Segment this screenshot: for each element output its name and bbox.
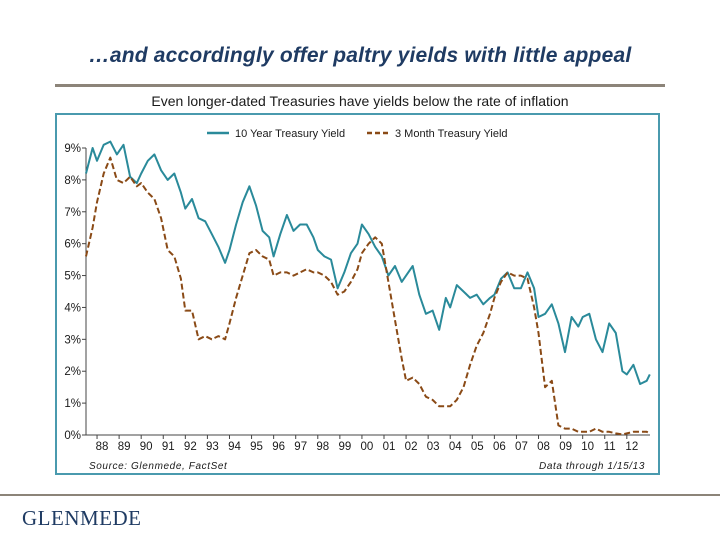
- title-divider: [55, 84, 665, 87]
- y-tick-label: 1%: [64, 398, 81, 410]
- series-line-3-month: [85, 156, 651, 436]
- y-tick-label: 8%: [64, 175, 81, 187]
- x-tick-label: 11: [604, 441, 616, 453]
- x-tick-label: 03: [427, 441, 440, 453]
- x-tick-label: 07: [515, 441, 528, 453]
- x-tick-label: 02: [405, 441, 418, 453]
- series-line-10-year: [85, 140, 651, 385]
- y-tick-label: 0%: [64, 430, 81, 442]
- yield-chart: 0% 1% 2% 3% 4% 5% 6% 7% 8% 9% 88 89 90 91 92 93 94 95 96 97…: [64, 128, 651, 472]
- x-tick-label: 90: [140, 441, 153, 453]
- x-tick-label: 95: [250, 441, 263, 453]
- y-tick-label: 9%: [64, 143, 81, 155]
- glenmede-logo: GLENMEDE: [22, 506, 142, 530]
- x-tick-label: 94: [228, 441, 241, 453]
- slide-title: …and accordingly offer paltry yields wit…: [88, 44, 632, 67]
- x-tick-label: 12: [625, 441, 638, 453]
- x-tick-label: 91: [162, 441, 175, 453]
- x-tick-label: 05: [471, 441, 484, 453]
- footer-divider: [0, 494, 720, 496]
- x-tick-label: 00: [361, 441, 374, 453]
- y-tick-label: 6%: [64, 239, 81, 251]
- y-tick-label: 2%: [64, 366, 81, 378]
- x-tick-label: 09: [559, 441, 572, 453]
- y-tick-label: 7%: [64, 207, 81, 219]
- x-tick-label: 93: [206, 441, 219, 453]
- x-tick-label: 97: [294, 441, 307, 453]
- chart-frame: [55, 113, 660, 475]
- x-tick-label: 92: [184, 441, 197, 453]
- y-tick-label: 4%: [64, 302, 81, 314]
- y-tick-label: 5%: [64, 271, 81, 283]
- x-tick-label: 99: [338, 441, 351, 453]
- date-note: Data through 1/15/13: [539, 461, 645, 472]
- x-tick-label: 10: [581, 441, 594, 453]
- x-tick-label: 08: [537, 441, 550, 453]
- x-tick-label: 96: [272, 441, 285, 453]
- x-tick-label: 04: [449, 441, 462, 453]
- x-tick-label: 98: [316, 441, 329, 453]
- legend-label-3-month: 3 Month Treasury Yield: [395, 128, 508, 140]
- x-tick-label: 06: [493, 441, 506, 453]
- y-tick-label: 3%: [64, 334, 81, 346]
- x-tick-label: 01: [383, 441, 396, 453]
- x-tick-label: 88: [96, 441, 109, 453]
- legend-label-10-year: 10 Year Treasury Yield: [235, 128, 345, 140]
- chart-subtitle: Even longer-dated Treasuries have yields…: [151, 93, 569, 109]
- x-tick-label: 89: [118, 441, 131, 453]
- source-note: Source: Glenmede, FactSet: [89, 461, 228, 472]
